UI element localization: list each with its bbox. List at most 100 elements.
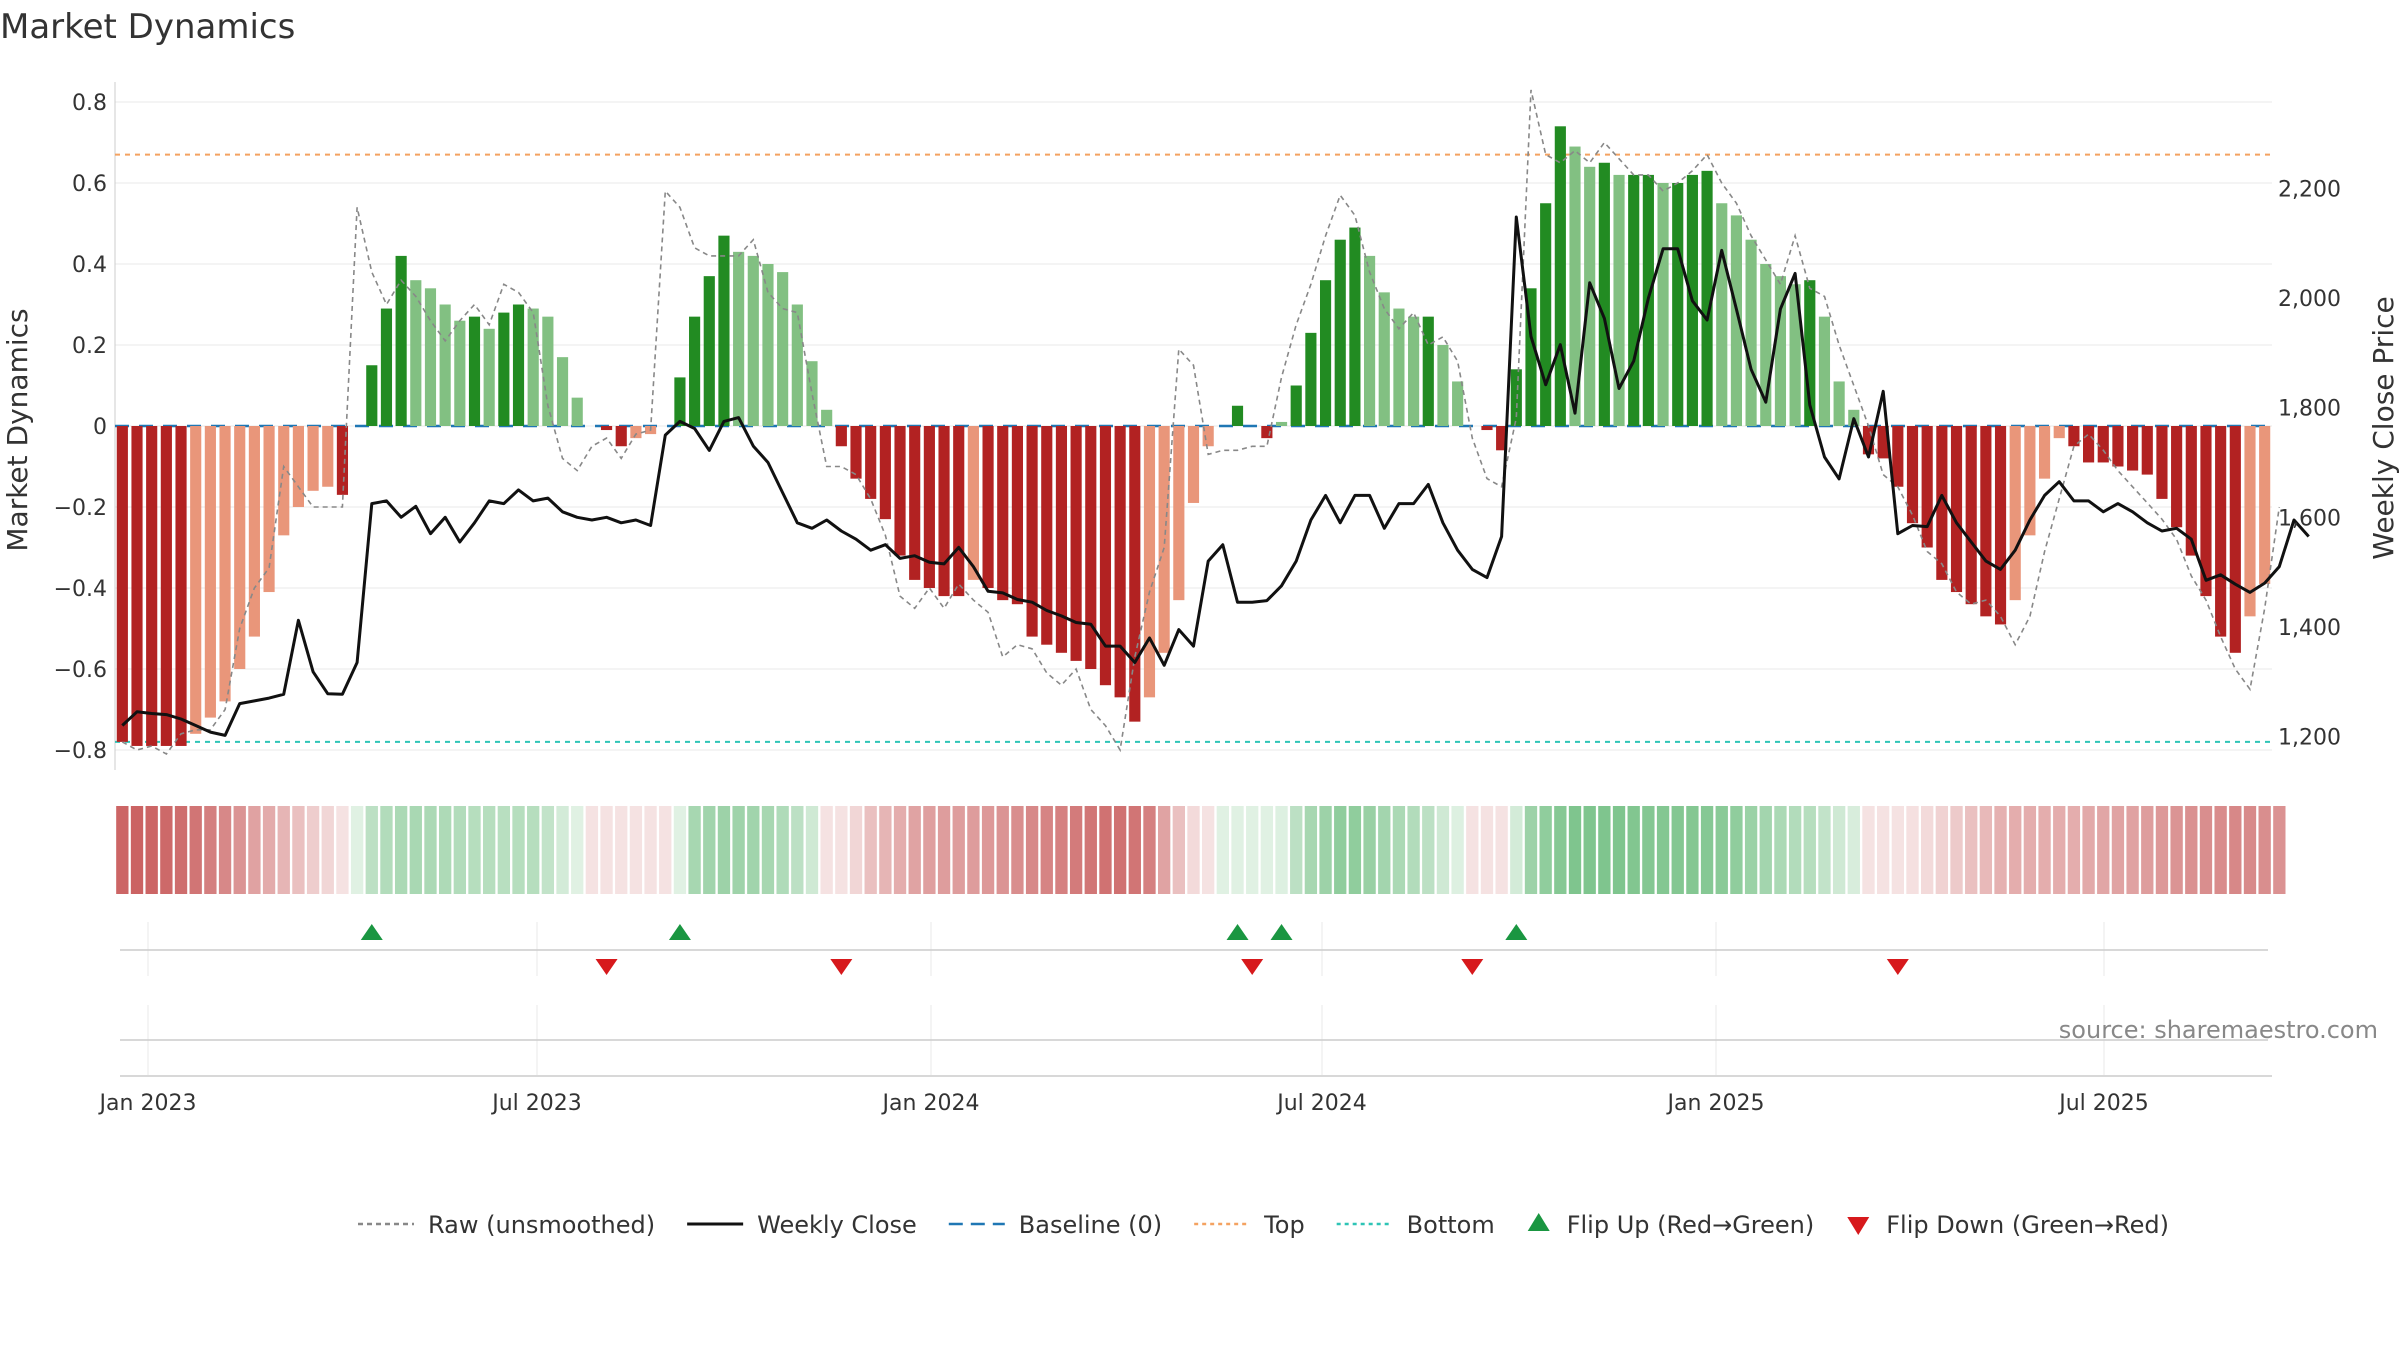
regime-cell — [1260, 806, 1274, 894]
dynamics-bar — [410, 280, 422, 426]
dynamics-bar — [1085, 426, 1097, 669]
dynamics-bar — [454, 320, 466, 426]
dynamics-bar — [1716, 203, 1728, 426]
flip-up-marker — [1505, 924, 1528, 940]
y2-tick-label: 1,400 — [2278, 616, 2341, 641]
regime-cell — [2229, 806, 2242, 894]
regime-cell — [116, 806, 129, 894]
dynamics-bar — [1774, 276, 1787, 426]
regime-cell — [2199, 806, 2213, 894]
regime-cell — [1157, 806, 1171, 894]
regime-cell — [629, 806, 643, 894]
dynamics-bar — [1877, 426, 1889, 459]
regime-cell — [923, 806, 936, 894]
regime-cell — [1040, 806, 1053, 894]
dynamics-bar — [116, 426, 128, 742]
regime-cell — [262, 806, 276, 894]
dynamics-bar — [835, 426, 847, 447]
dynamics-bar — [336, 426, 349, 495]
regime-cell — [1113, 806, 1127, 894]
regime-cell — [292, 806, 305, 894]
regime-cell — [2126, 806, 2139, 894]
dynamics-bar — [2185, 426, 2197, 556]
dynamics-bar — [1730, 215, 1742, 426]
regime-cell — [835, 806, 848, 894]
regime-cell — [1788, 806, 1802, 894]
flip-down-marker — [1241, 959, 1264, 975]
regime-cell — [409, 806, 422, 894]
dynamics-bar — [2229, 426, 2241, 653]
dynamics-bar — [997, 426, 1009, 601]
regime-cell — [952, 806, 965, 894]
regime-cell — [2097, 806, 2110, 894]
regime-cell — [1392, 806, 1406, 894]
regime-cell — [145, 806, 158, 894]
chart-title: Market Dynamics — [0, 7, 295, 47]
dynamics-bar — [953, 426, 965, 597]
dynamics-bar — [894, 426, 906, 556]
legend-item: Top — [1194, 1211, 1305, 1239]
dynamics-bar — [1422, 316, 1434, 426]
regime-cell — [541, 806, 555, 894]
dynamics-bar — [850, 426, 862, 479]
regime-cell — [659, 806, 672, 894]
dynamics-bar — [1129, 426, 1141, 722]
dynamics-bar — [1011, 426, 1023, 605]
dynamics-bar — [248, 426, 260, 637]
dynamics-bar — [1041, 426, 1053, 645]
regime-cell — [1950, 806, 1963, 894]
dynamics-bar — [1701, 170, 1713, 426]
regime-cell — [1847, 806, 1860, 894]
regime-cell — [438, 806, 452, 894]
regime-cell — [2214, 806, 2227, 894]
dynamics-bar — [2097, 426, 2109, 463]
regime-cell — [424, 806, 437, 894]
dynamics-bar — [1540, 203, 1552, 426]
regime-cell — [248, 806, 261, 894]
regime-cell — [1524, 806, 1538, 894]
regime-cell — [1671, 806, 1684, 894]
regime-cell — [849, 806, 863, 894]
regime-cell — [2185, 806, 2198, 894]
y2-axis-title: Weekly Close Price — [2367, 296, 2400, 559]
dynamics-bar — [395, 255, 407, 426]
dynamics-bar — [1114, 426, 1126, 698]
dynamics-bar — [703, 276, 715, 426]
legend-label: Bottom — [1407, 1211, 1495, 1239]
dynamics-bar — [2053, 426, 2065, 439]
dynamics-bar — [1026, 426, 1038, 637]
dynamics-bar — [263, 426, 275, 593]
dynamics-bar — [439, 304, 451, 426]
dynamics-bar — [1408, 316, 1420, 426]
y-tick-label: 0.4 — [72, 253, 107, 278]
regime-cell — [1568, 806, 1582, 894]
dynamics-bar — [1657, 183, 1669, 426]
regime-cell — [1935, 806, 1949, 894]
dynamics-bar — [292, 426, 304, 507]
y-tick-label: −0.8 — [54, 739, 107, 764]
regime-cell — [1656, 806, 1670, 894]
regime-cell — [600, 806, 613, 894]
dynamics-bar — [1906, 426, 1919, 524]
regime-cell — [1466, 806, 1479, 894]
regime-cell — [1539, 806, 1552, 894]
regime-cell — [2038, 806, 2051, 894]
dynamics-bar — [1187, 426, 1200, 503]
regime-cell — [336, 806, 349, 894]
regime-cell — [820, 806, 833, 894]
regime-cell — [380, 806, 393, 894]
regime-cell — [732, 806, 745, 894]
regime-cell — [1730, 806, 1743, 894]
regime-cell — [747, 806, 760, 894]
dynamics-bar — [1980, 426, 1992, 617]
flip-up-marker — [1226, 924, 1249, 940]
regime-cell — [776, 806, 789, 894]
dynamics-bar — [204, 426, 216, 718]
regime-cell — [365, 806, 378, 894]
flip-down-marker — [1886, 959, 1909, 975]
dynamics-bar — [2215, 426, 2227, 637]
dynamics-bar — [1437, 345, 1449, 426]
regime-cell — [1099, 806, 1112, 894]
dynamics-bar — [791, 304, 803, 426]
y2-axis-ticks: 2,200 2,000 1,800 1,600 1,400 1,200 — [2278, 178, 2341, 751]
